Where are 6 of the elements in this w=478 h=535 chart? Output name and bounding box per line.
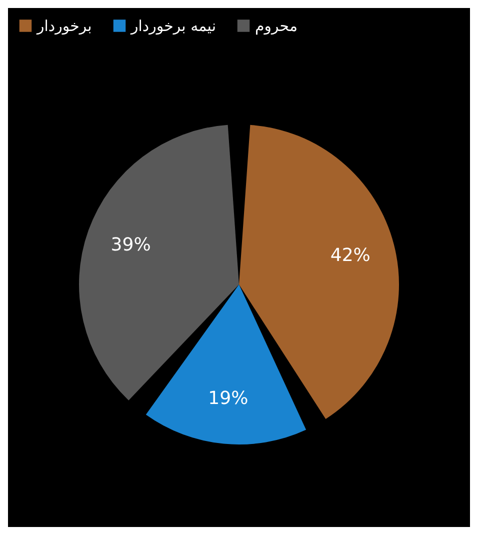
data-label: 19% — [208, 388, 248, 409]
legend-label: نیمه برخوردار — [130, 16, 216, 35]
data-label: 42% — [330, 244, 370, 266]
legend-label: برخوردار — [36, 16, 92, 35]
data-label: 39% — [110, 234, 151, 256]
legend-label: محروم — [255, 16, 298, 35]
